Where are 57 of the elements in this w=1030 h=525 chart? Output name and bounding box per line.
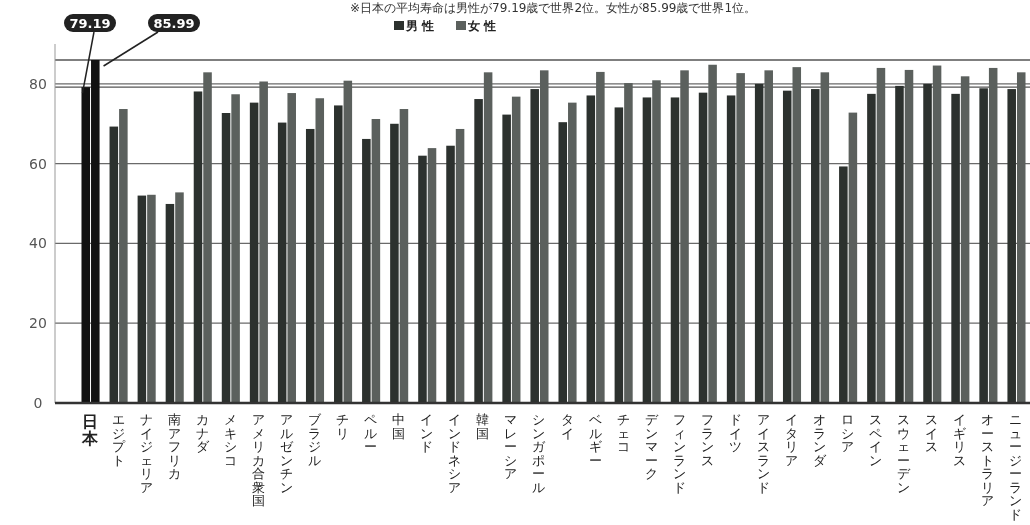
x-tick-label: タイ — [560, 412, 574, 441]
x-tick-label: イギリス — [953, 412, 967, 468]
x-tick-label: マレーシア — [504, 412, 518, 481]
bar — [175, 192, 184, 403]
y-tick-label: 40 — [29, 235, 47, 252]
bar — [427, 148, 437, 403]
x-tick-label: 韓国 — [476, 412, 490, 441]
bar — [315, 98, 325, 403]
y-tick-label: 20 — [29, 315, 47, 332]
x-tick-label: イタリア — [785, 412, 798, 468]
x-tick-label: エジプト — [111, 412, 125, 468]
bar — [511, 96, 521, 403]
x-tick-label: ドイツ — [728, 412, 742, 454]
x-tick-label: スウェーデン — [897, 412, 911, 495]
y-tick-label: 80 — [29, 75, 47, 92]
x-tick-label: ペルー — [364, 412, 378, 454]
bar — [568, 102, 577, 403]
bar — [147, 194, 156, 403]
x-tick-label: ベルギー — [588, 412, 602, 468]
x-tick-label: 中国 — [392, 412, 406, 441]
x-tick-label: フィンランド — [672, 412, 686, 495]
x-tick-label: スイス — [925, 412, 939, 454]
x-tick-label: インドネシア — [448, 412, 462, 495]
x-tick-label: フランス — [700, 412, 714, 468]
x-tick-label: 南アフリカ — [167, 412, 181, 481]
bar — [287, 93, 296, 403]
bar — [119, 109, 128, 403]
x-tick-label: 日本 — [82, 412, 99, 448]
x-tick-label: デンマーク — [644, 412, 658, 481]
legend-label: 女 性 — [467, 19, 497, 33]
bar — [455, 128, 465, 403]
bar — [848, 112, 858, 403]
x-tick-label: ニュージーランド — [1009, 412, 1023, 522]
x-tick-label: アメリカ合衆国 — [251, 412, 265, 508]
x-tick-label: ナイジェリア — [139, 412, 153, 495]
bar — [399, 109, 409, 403]
x-tick-label: チリ — [336, 412, 350, 441]
x-tick-label: オランダ — [813, 412, 827, 468]
ref-line-label: 85.99 — [153, 16, 195, 31]
x-tick-label: オーストラリア — [981, 412, 995, 508]
x-tick-label: インド — [420, 412, 434, 454]
x-tick-label: ロシア — [841, 412, 855, 454]
x-tick-label: カナダ — [195, 412, 209, 454]
bar — [371, 118, 381, 403]
x-tick-label: シンガポール — [532, 412, 546, 495]
bar — [231, 94, 240, 403]
x-tick-label: アルゼンチン — [279, 412, 293, 495]
x-tick-label: ブラジル — [308, 412, 321, 468]
y-tick-label: 60 — [29, 155, 47, 172]
x-tick-label: アイスランド — [756, 412, 770, 495]
y-tick-label: 0 — [33, 395, 43, 411]
legend-label: 男 性 — [405, 19, 435, 33]
text: ※日本の平均寿命は男性が79.19歳で世界2位。女性が85.99歳で世界1位。 — [350, 1, 757, 15]
x-tick-label: チェコ — [616, 412, 630, 454]
x-tick-label: スペイン — [869, 412, 883, 468]
x-tick-label: メキシコ — [223, 412, 237, 468]
ref-line-label: 79.19 — [69, 16, 111, 31]
